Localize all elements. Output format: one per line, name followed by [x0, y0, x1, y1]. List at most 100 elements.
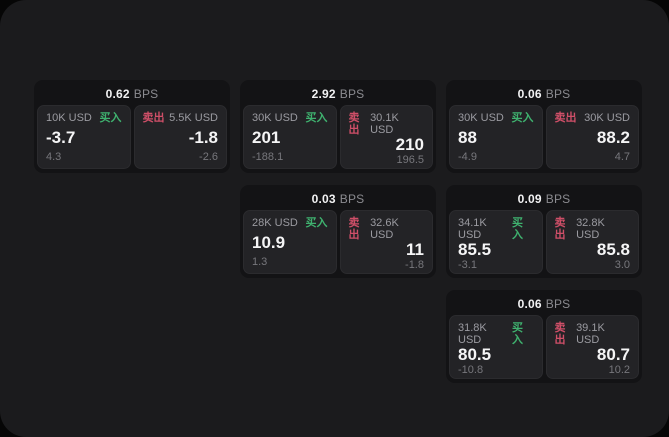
- buy-panel[interactable]: 34.1K USD 买入 85.5 -3.1: [449, 210, 543, 274]
- buy-sub-value: -10.8: [458, 364, 484, 376]
- sell-panel-top: 卖出 30.1K USD: [349, 112, 425, 136]
- bps-unit-label: BPS: [545, 192, 571, 206]
- sell-panel[interactable]: 卖出 32.8K USD 85.8 3.0: [545, 210, 639, 274]
- sell-amount: 32.8K USD: [576, 217, 605, 241]
- spread-value: 0.06: [517, 87, 542, 101]
- buy-panel[interactable]: 10K USD 买入 -3.7 4.3: [37, 105, 131, 169]
- spread-value: 0.03: [311, 192, 336, 206]
- buy-side-label: 买入: [305, 217, 328, 229]
- buy-panel-top: 28K USD 买入: [252, 217, 328, 229]
- buy-sub-value: -3.1: [458, 259, 477, 271]
- spread-value: 0.62: [105, 87, 130, 101]
- buy-side-label: 买入: [99, 112, 122, 124]
- sell-side-label: 卖出: [142, 112, 165, 124]
- sell-sub-value: 10.2: [608, 364, 630, 376]
- buy-amount: 31.8K USD: [458, 322, 487, 346]
- quote-panels: 31.8K USD 买入 80.5 -10.8 卖出 39.1K USD 80.…: [449, 315, 639, 379]
- spread-header: 0.62 BPS: [37, 83, 227, 105]
- sell-amount: 32.6K USD: [370, 217, 399, 241]
- sell-price: 210: [395, 135, 424, 154]
- buy-price: -3.7: [46, 127, 76, 147]
- spread-header: 0.03 BPS: [243, 188, 433, 210]
- buy-price: 80.5: [458, 345, 492, 364]
- buy-sub-value: -188.1: [252, 151, 284, 163]
- sell-panel[interactable]: 卖出 32.6K USD 11 -1.8: [339, 210, 433, 274]
- spread-value: 0.09: [517, 192, 542, 206]
- sell-amount: 5.5K USD: [169, 112, 218, 124]
- sell-amount: 30K USD: [584, 112, 630, 124]
- quote-card-6: 0.06 BPS 31.8K USD 买入 80.5 -10.8 卖出 39.1K…: [446, 290, 642, 383]
- bps-unit-label: BPS: [339, 192, 365, 206]
- buy-amount: 30K USD: [252, 112, 298, 124]
- sell-sub-value: -2.6: [199, 151, 218, 163]
- buy-panel-top: 31.8K USD 买入: [458, 322, 534, 346]
- buy-side-label: 买入: [511, 112, 534, 124]
- spread-header: 0.06 BPS: [449, 293, 639, 315]
- sell-amount: 39.1K USD: [576, 322, 605, 346]
- quote-panels: 10K USD 买入 -3.7 4.3 卖出 5.5K USD -1.8 -2.…: [37, 105, 227, 169]
- sell-price: -1.8: [188, 127, 218, 147]
- buy-amount: 34.1K USD: [458, 217, 487, 241]
- buy-panel[interactable]: 28K USD 买入 10.9 1.3: [243, 210, 337, 274]
- sell-sub-value: 196.5: [396, 154, 424, 166]
- buy-panel[interactable]: 30K USD 买入 88 -4.9: [449, 105, 543, 169]
- spread-value: 0.06: [517, 297, 542, 311]
- sell-panel-top: 卖出 39.1K USD: [555, 322, 631, 346]
- bps-unit-label: BPS: [133, 87, 159, 101]
- sell-panel[interactable]: 卖出 30K USD 88.2 4.7: [545, 105, 639, 169]
- quote-panels: 28K USD 买入 10.9 1.3 卖出 32.6K USD 11 -1.8: [243, 210, 433, 274]
- quote-card-3: 0.06 BPS 30K USD 买入 88 -4.9 卖出 30K USD 88…: [446, 80, 642, 173]
- sell-panel-top: 卖出 32.6K USD: [349, 217, 425, 241]
- sell-panel-top: 卖出 5.5K USD: [143, 112, 219, 124]
- bps-unit-label: BPS: [545, 87, 571, 101]
- bps-unit-label: BPS: [545, 297, 571, 311]
- buy-sub-value: -4.9: [458, 151, 477, 163]
- buy-panel-top: 10K USD 买入: [46, 112, 122, 124]
- quote-panels: 30K USD 买入 201 -188.1 卖出 30.1K USD 210 1…: [243, 105, 433, 169]
- sell-amount: 30.1K USD: [370, 112, 399, 136]
- sell-side-label: 卖出: [348, 217, 360, 241]
- buy-sub-value: 1.3: [252, 256, 268, 268]
- quote-card-2: 2.92 BPS 30K USD 买入 201 -188.1 卖出 30.1K U…: [240, 80, 436, 173]
- buy-panel-top: 34.1K USD 买入: [458, 217, 534, 241]
- sell-sub-value: 4.7: [614, 151, 630, 163]
- sell-sub-value: 3.0: [614, 259, 630, 271]
- buy-side-label: 买入: [511, 322, 523, 346]
- buy-price: 85.5: [458, 240, 492, 259]
- sell-price: 80.7: [596, 345, 630, 364]
- buy-panel[interactable]: 30K USD 买入 201 -188.1: [243, 105, 337, 169]
- buy-price: 88: [458, 127, 477, 147]
- buy-amount: 28K USD: [252, 217, 298, 229]
- quote-card-4: 0.03 BPS 28K USD 买入 10.9 1.3 卖出 32.6K USD…: [240, 185, 436, 278]
- quote-card-1: 0.62 BPS 10K USD 买入 -3.7 4.3 卖出 5.5K USD …: [34, 80, 230, 173]
- spread-header: 0.06 BPS: [449, 83, 639, 105]
- buy-sub-value: 4.3: [46, 151, 62, 163]
- sell-sub-value: -1.8: [405, 259, 424, 271]
- sell-panel[interactable]: 卖出 39.1K USD 80.7 10.2: [545, 315, 639, 379]
- buy-price: 201: [252, 127, 281, 147]
- spread-header: 2.92 BPS: [243, 83, 433, 105]
- buy-panel[interactable]: 31.8K USD 买入 80.5 -10.8: [449, 315, 543, 379]
- buy-price: 10.9: [252, 232, 286, 252]
- quote-card-5: 0.09 BPS 34.1K USD 买入 85.5 -3.1 卖出 32.8K …: [446, 185, 642, 278]
- buy-panel-top: 30K USD 买入: [458, 112, 534, 124]
- buy-amount: 30K USD: [458, 112, 504, 124]
- sell-side-label: 卖出: [554, 112, 577, 124]
- sell-side-label: 卖出: [554, 217, 566, 241]
- sell-price: 85.8: [596, 240, 630, 259]
- sell-panel-top: 卖出 30K USD: [555, 112, 631, 124]
- buy-amount: 10K USD: [46, 112, 92, 124]
- buy-panel-top: 30K USD 买入: [252, 112, 328, 124]
- spread-value: 2.92: [311, 87, 336, 101]
- spread-header: 0.09 BPS: [449, 188, 639, 210]
- bps-unit-label: BPS: [339, 87, 365, 101]
- sell-panel[interactable]: 卖出 5.5K USD -1.8 -2.6: [133, 105, 227, 169]
- quote-panels: 34.1K USD 买入 85.5 -3.1 卖出 32.8K USD 85.8…: [449, 210, 639, 274]
- sell-panel[interactable]: 卖出 30.1K USD 210 196.5: [339, 105, 433, 169]
- quote-panels: 30K USD 买入 88 -4.9 卖出 30K USD 88.2 4.7: [449, 105, 639, 169]
- buy-side-label: 买入: [511, 217, 523, 241]
- buy-side-label: 买入: [305, 112, 328, 124]
- sell-side-label: 卖出: [348, 112, 360, 136]
- sell-side-label: 卖出: [554, 322, 566, 346]
